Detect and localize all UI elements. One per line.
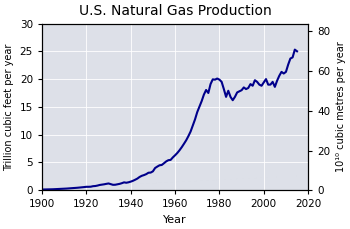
Title: U.S. Natural Gas Production: U.S. Natural Gas Production xyxy=(79,4,272,18)
Y-axis label: Trillion cubic feet per year: Trillion cubic feet per year xyxy=(4,43,14,171)
Y-axis label: 10¹⁰ cubic metres per year: 10¹⁰ cubic metres per year xyxy=(336,41,346,172)
X-axis label: Year: Year xyxy=(163,215,187,225)
